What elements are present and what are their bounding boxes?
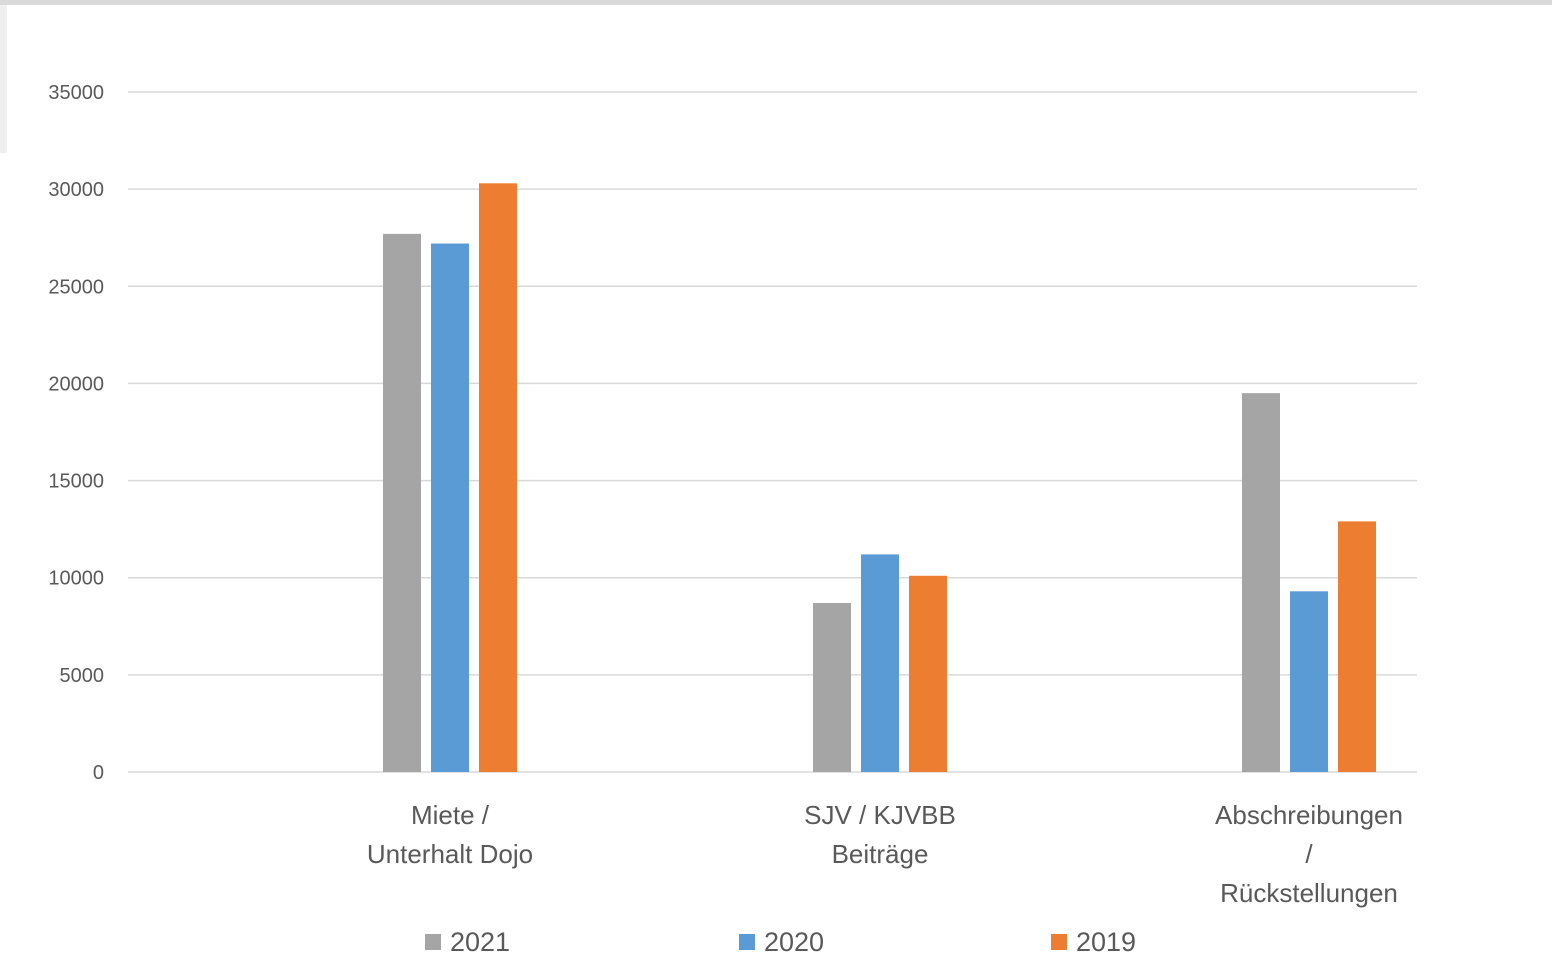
bar-2020 [431,243,469,773]
y-tick-label: 20000 [48,373,104,395]
gridlines [128,91,1417,773]
x-category-label: SJV / KJVBB [804,800,956,830]
legend-swatch-2021 [425,934,441,950]
bar-2021 [813,602,851,772]
window-left-edge [0,5,7,153]
legend: 2021 2020 2019 [425,927,1136,957]
bar-2019 [479,183,517,773]
x-category-label: / [1305,839,1313,869]
y-axis-tick-labels: 0 5000 10000 15000 20000 25000 30000 35000 [48,82,104,784]
x-category-label: Beiträge [832,839,929,869]
legend-swatch-2019 [1051,934,1067,950]
bars [383,183,1376,773]
bar-2019 [1338,521,1376,772]
y-tick-label: 15000 [48,471,104,493]
legend-label: 2020 [764,927,824,957]
legend-label: 2021 [450,927,510,957]
x-category-label: Rückstellungen [1220,878,1398,908]
bar-2019 [909,575,947,772]
x-axis-category-labels: Miete / Unterhalt Dojo SJV / KJVBB Beiträge… [367,800,1403,908]
x-category-label: Unterhalt Dojo [367,839,533,869]
legend-swatch-2020 [739,934,755,950]
bar-2021 [383,233,421,773]
bar-2020 [1290,591,1328,772]
x-category-label: Abschreibungen [1215,800,1403,830]
y-tick-label: 0 [93,762,104,784]
y-tick-label: 35000 [48,82,104,104]
window-top-edge [0,0,1552,5]
legend-label: 2019 [1076,927,1136,957]
x-category-label: Miete / [411,800,490,830]
y-tick-label: 10000 [48,568,104,590]
bar-2021 [1242,393,1280,772]
y-tick-label: 25000 [48,276,104,298]
bar-2020 [861,554,899,772]
y-tick-label: 30000 [48,179,104,201]
y-tick-label: 5000 [60,665,105,687]
